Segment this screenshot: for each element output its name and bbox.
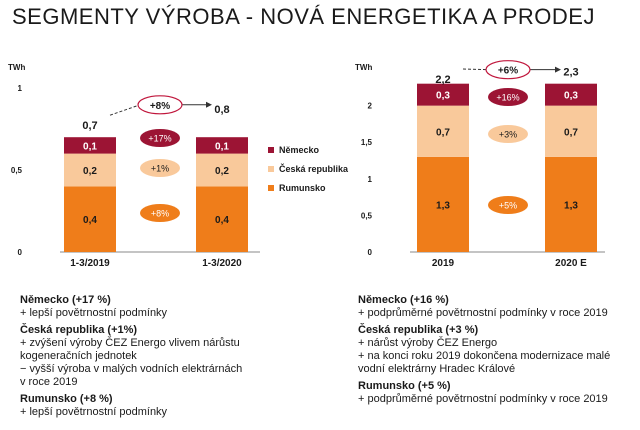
- chart2-bar-ceska-republika-2: [545, 105, 597, 157]
- chart1-legend-label-rumunsko: Rumunsko: [279, 183, 326, 193]
- chart2-bar-rumunsko-2: [545, 156, 597, 252]
- chart2-total-label: 2,3: [563, 67, 578, 79]
- chart2-value-label: 1,3: [564, 200, 578, 211]
- chart2-growth-nemecko-label: +16%: [496, 93, 519, 103]
- chart2-growth-total-label: +6%: [498, 66, 518, 77]
- chart2-ytick-label: 0: [368, 248, 373, 257]
- chart1-growth-connector: [109, 104, 141, 116]
- chart1-value-label: 0,4: [83, 215, 97, 226]
- chart2-growth-ceska-republika-label: +3%: [499, 130, 517, 140]
- chart2-growth-total-ellipse: [485, 60, 531, 80]
- chart2-value-label: 0,3: [436, 91, 450, 102]
- chart2-growth-rumunsko-label: +5%: [499, 201, 517, 211]
- chart2-value-label: 0,7: [564, 127, 578, 138]
- chart2-unit-label: TWh: [355, 63, 372, 72]
- chart2-category-label: 2019: [432, 258, 455, 269]
- chart1-unit-label: TWh: [8, 63, 25, 72]
- chart1-growth-rumunsko-label: +8%: [151, 209, 169, 219]
- page-title: SEGMENTY VÝROBA - NOVÁ ENERGETIKA A PROD…: [12, 4, 595, 29]
- chart1-growth-ceska-republika-ellipse: [140, 159, 180, 177]
- note-line: − vyšší výroba v malých vodních elektrár…: [20, 363, 243, 375]
- chart1-value-label: 0,2: [83, 166, 97, 177]
- chart2-ytick-label: 1,5: [361, 138, 373, 147]
- chart1-bar-rumunsko-1: [64, 186, 116, 252]
- chart1-value-label: 0,4: [215, 215, 229, 226]
- chart1-bar-nemecko-1: [64, 137, 116, 154]
- chart2-growth-nemecko-ellipse: [488, 88, 528, 106]
- note-line: + zvýšení výroby ČEZ Energo vlivem nárůs…: [20, 337, 240, 349]
- chart1-growth-rumunsko-ellipse: [140, 204, 180, 222]
- chart1-legend-label-nemecko: Německo: [279, 145, 320, 155]
- chart1-ytick-label: 0,5: [11, 166, 23, 175]
- note-heading: Rumunsko (+5 %): [358, 380, 451, 392]
- chart1-value-label: 0,2: [215, 166, 229, 177]
- chart2-value-label: 0,7: [436, 127, 450, 138]
- chart1-growth-ceska-republika-label: +1%: [151, 164, 169, 174]
- note-heading: Česká republika (+3 %): [358, 324, 479, 336]
- note-line: vodní elektrárny Hradec Králové: [358, 363, 516, 375]
- chart2-value-label: 0,3: [564, 91, 578, 102]
- chart2-bar-rumunsko-1: [417, 156, 469, 252]
- chart1-category-label: 1-3/2019: [70, 258, 110, 269]
- chart1-bar-rumunsko-2: [196, 186, 248, 252]
- note-line: kogeneračních jednotek: [20, 350, 137, 362]
- note-line: + na konci roku 2019 dokončena moderniza…: [358, 350, 611, 362]
- chart1-ytick-label: 0: [18, 248, 23, 257]
- chart2-value-label: 1,3: [436, 200, 450, 211]
- chart1-legend-swatch-nemecko: [268, 147, 274, 153]
- chart2-bar-nemecko-1: [417, 83, 469, 106]
- chart2-growth-arrowhead: [555, 66, 561, 73]
- note-line: + podprůměrné povětrnostní podmínky v ro…: [358, 307, 608, 319]
- chart1-growth-arrowhead: [206, 101, 212, 108]
- note-heading: Německo (+17 %): [20, 294, 111, 306]
- chart2-growth-ceska-republika-ellipse: [488, 125, 528, 143]
- chart2-growth-connector: [462, 68, 489, 71]
- chart1-growth-total-label: +8%: [150, 101, 170, 112]
- chart2-growth-rumunsko-ellipse: [488, 196, 528, 214]
- chart1-ytick-label: 1: [18, 84, 23, 93]
- chart1-growth-nemecko-ellipse: [140, 129, 180, 147]
- chart1-bar-ceska-republika-1: [64, 153, 116, 187]
- chart2-ytick-label: 2: [368, 102, 373, 111]
- notes-right: Německo (+16 %) + podprůměrné povětrnostn…: [358, 294, 638, 406]
- chart1-value-label: 0,1: [83, 141, 97, 152]
- note-line: + nárůst výroby ČEZ Energo: [358, 337, 498, 349]
- note-heading: Rumunsko (+8 %): [20, 393, 113, 405]
- notes-left: Německo (+17 %) + lepší povětrnostní podm…: [20, 294, 320, 419]
- chart1-growth-nemecko-label: +17%: [148, 134, 171, 144]
- chart2-bar-ceska-republika-1: [417, 105, 469, 157]
- chart1-total-label: 0,7: [82, 120, 97, 132]
- note-line: + lepší povětrnostní podmínky: [20, 307, 168, 319]
- chart1-category-label: 1-3/2020: [202, 258, 242, 269]
- note-line: v roce 2019: [20, 376, 78, 388]
- chart1-total-label: 0,8: [214, 104, 229, 116]
- note-heading: Česká republika (+1%): [20, 324, 138, 336]
- chart1-bar-ceska-republika-2: [196, 153, 248, 187]
- chart2-total-label: 2,2: [435, 74, 450, 86]
- chart1-legend-swatch-ceska-republika: [268, 166, 274, 172]
- chart1-growth-total-ellipse: [137, 95, 183, 115]
- chart2-ytick-label: 0,5: [361, 211, 373, 220]
- chart2-ytick-label: 1: [368, 175, 373, 184]
- note-line: + lepší povětrnostní podmínky: [20, 406, 168, 418]
- note-line: + podprůměrné povětrnostní podmínky v ro…: [358, 393, 608, 405]
- chart1-legend-swatch-rumunsko: [268, 185, 274, 191]
- chart1-legend-label-ceska-republika: Česká republika: [279, 163, 349, 174]
- note-heading: Německo (+16 %): [358, 294, 449, 306]
- chart2-category-label: 2020 E: [555, 258, 587, 269]
- charts-canvas: TWh 1 0,5 0 0,4 0,2 0,1 0,7 1-3/2019 0,4 0,2 0,1 0,8…: [8, 60, 605, 269]
- chart1-value-label: 0,1: [215, 141, 229, 152]
- chart1-bar-nemecko-2: [196, 137, 248, 154]
- chart2-bar-nemecko-2: [545, 83, 597, 106]
